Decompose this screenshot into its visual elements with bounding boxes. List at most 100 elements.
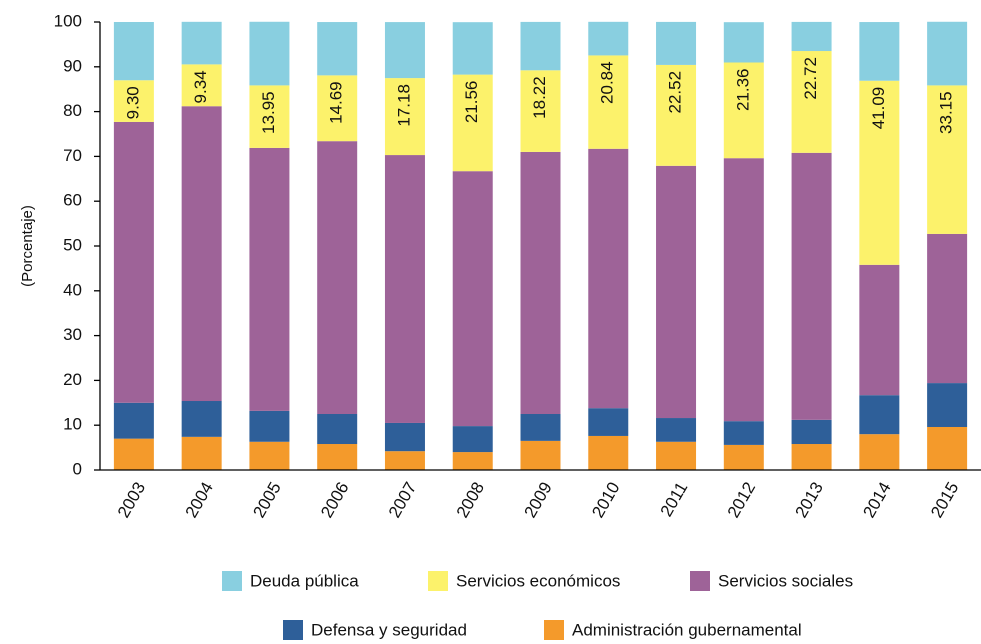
bar-segment — [656, 165, 697, 419]
value-label: 9.30 — [123, 86, 142, 119]
x-tick-label: 2011 — [657, 479, 692, 520]
bar-segment — [656, 441, 697, 470]
legend-label: Defensa y seguridad — [311, 620, 467, 639]
bar-segment — [384, 451, 425, 470]
value-label: 14.69 — [327, 81, 346, 124]
y-tick-label: 60 — [63, 191, 82, 210]
bar-segment — [859, 80, 900, 265]
value-label: 21.36 — [733, 68, 752, 111]
bar-segment — [859, 264, 900, 396]
bar-segment — [317, 414, 358, 445]
bar-segment — [588, 435, 629, 470]
legend-swatch — [428, 571, 448, 591]
bar-segment — [927, 85, 968, 234]
bar-segment — [113, 80, 154, 122]
bar-segment — [520, 151, 561, 415]
legend-swatch — [222, 571, 242, 591]
x-tick-label: 2004 — [182, 479, 217, 521]
bar-segment — [113, 22, 154, 81]
bar-segment — [317, 75, 358, 142]
x-tick-label: 2005 — [249, 479, 284, 521]
x-tick-label: 2003 — [114, 479, 149, 521]
bar-segment — [656, 21, 697, 65]
x-tick-label: 2012 — [724, 479, 759, 521]
bar-segment — [452, 74, 493, 172]
x-tick-label: 2015 — [927, 479, 962, 521]
bar-segment — [791, 419, 832, 445]
bar-segment — [927, 426, 968, 470]
bar-segment — [927, 383, 968, 427]
bar-segment — [181, 401, 222, 437]
bar-segment — [384, 78, 425, 156]
bar-segment — [384, 22, 425, 79]
bar-segment — [452, 426, 493, 453]
y-tick-label: 100 — [54, 11, 82, 30]
legend-label: Servicios económicos — [456, 571, 620, 590]
bar-segment — [181, 106, 222, 402]
value-label: 18.22 — [530, 76, 549, 119]
bar-segment — [181, 436, 222, 470]
bar-segment — [452, 452, 493, 470]
x-tick-label: 2010 — [588, 479, 623, 521]
bar-segment — [656, 418, 697, 442]
legend-label: Deuda pública — [250, 571, 359, 590]
x-tick-label: 2009 — [520, 479, 555, 521]
x-tick-label: 2014 — [859, 479, 894, 521]
bar-segment — [927, 233, 968, 384]
bar-segment — [452, 22, 493, 75]
bar-segment — [317, 444, 358, 470]
bar-segment — [859, 22, 900, 81]
bar-segment — [181, 64, 222, 107]
bar-segment — [723, 158, 764, 422]
bar-segment — [859, 395, 900, 435]
legend-swatch — [283, 620, 303, 640]
bar-segment — [113, 438, 154, 470]
bar-segment — [927, 21, 968, 86]
bar-segment — [452, 171, 493, 427]
value-label: 13.95 — [259, 91, 278, 134]
legend-label: Administración gubernamental — [572, 620, 802, 639]
y-tick-label: 80 — [63, 101, 82, 120]
bar-segment — [113, 121, 154, 403]
value-label: 22.52 — [666, 71, 685, 114]
value-label: 20.84 — [598, 61, 617, 104]
legend-swatch — [544, 620, 564, 640]
bar-segment — [249, 21, 290, 86]
bar-segment — [181, 21, 222, 65]
y-tick-label: 50 — [63, 235, 82, 254]
bar-segment — [588, 55, 629, 149]
bar-segment — [249, 85, 290, 148]
bar-segment — [656, 64, 697, 166]
bar-segment — [249, 441, 290, 470]
y-tick-label: 90 — [63, 56, 82, 75]
bar-segment — [791, 152, 832, 420]
value-label: 9.34 — [191, 70, 210, 103]
bar-segment — [520, 440, 561, 470]
y-tick-label: 30 — [63, 325, 82, 344]
x-tick-label: 2013 — [792, 479, 827, 521]
bar-segment — [520, 414, 561, 441]
bar-segment — [588, 148, 629, 409]
y-axis-title: (Porcentaje) — [19, 205, 36, 287]
y-tick-label: 70 — [63, 146, 82, 165]
bar-segment — [249, 147, 290, 411]
value-label: 21.56 — [462, 81, 481, 124]
y-tick-label: 0 — [73, 459, 82, 478]
bar-segment — [520, 70, 561, 152]
value-label: 17.18 — [394, 84, 413, 127]
bar-segment — [384, 422, 425, 452]
legend-label: Servicios sociales — [718, 571, 853, 590]
y-tick-label: 20 — [63, 370, 82, 389]
bar-segment — [249, 410, 290, 442]
bar-segment — [588, 21, 629, 56]
bar-segment — [723, 22, 764, 63]
bar-segment — [723, 444, 764, 470]
bar-segment — [791, 21, 832, 52]
bar-segment — [791, 51, 832, 153]
bar-segment — [723, 421, 764, 445]
bar-segment — [317, 141, 358, 414]
bar-segment — [588, 408, 629, 436]
value-label: 33.15 — [937, 91, 956, 134]
y-tick-label: 40 — [63, 280, 82, 299]
y-tick-label: 10 — [63, 415, 82, 434]
